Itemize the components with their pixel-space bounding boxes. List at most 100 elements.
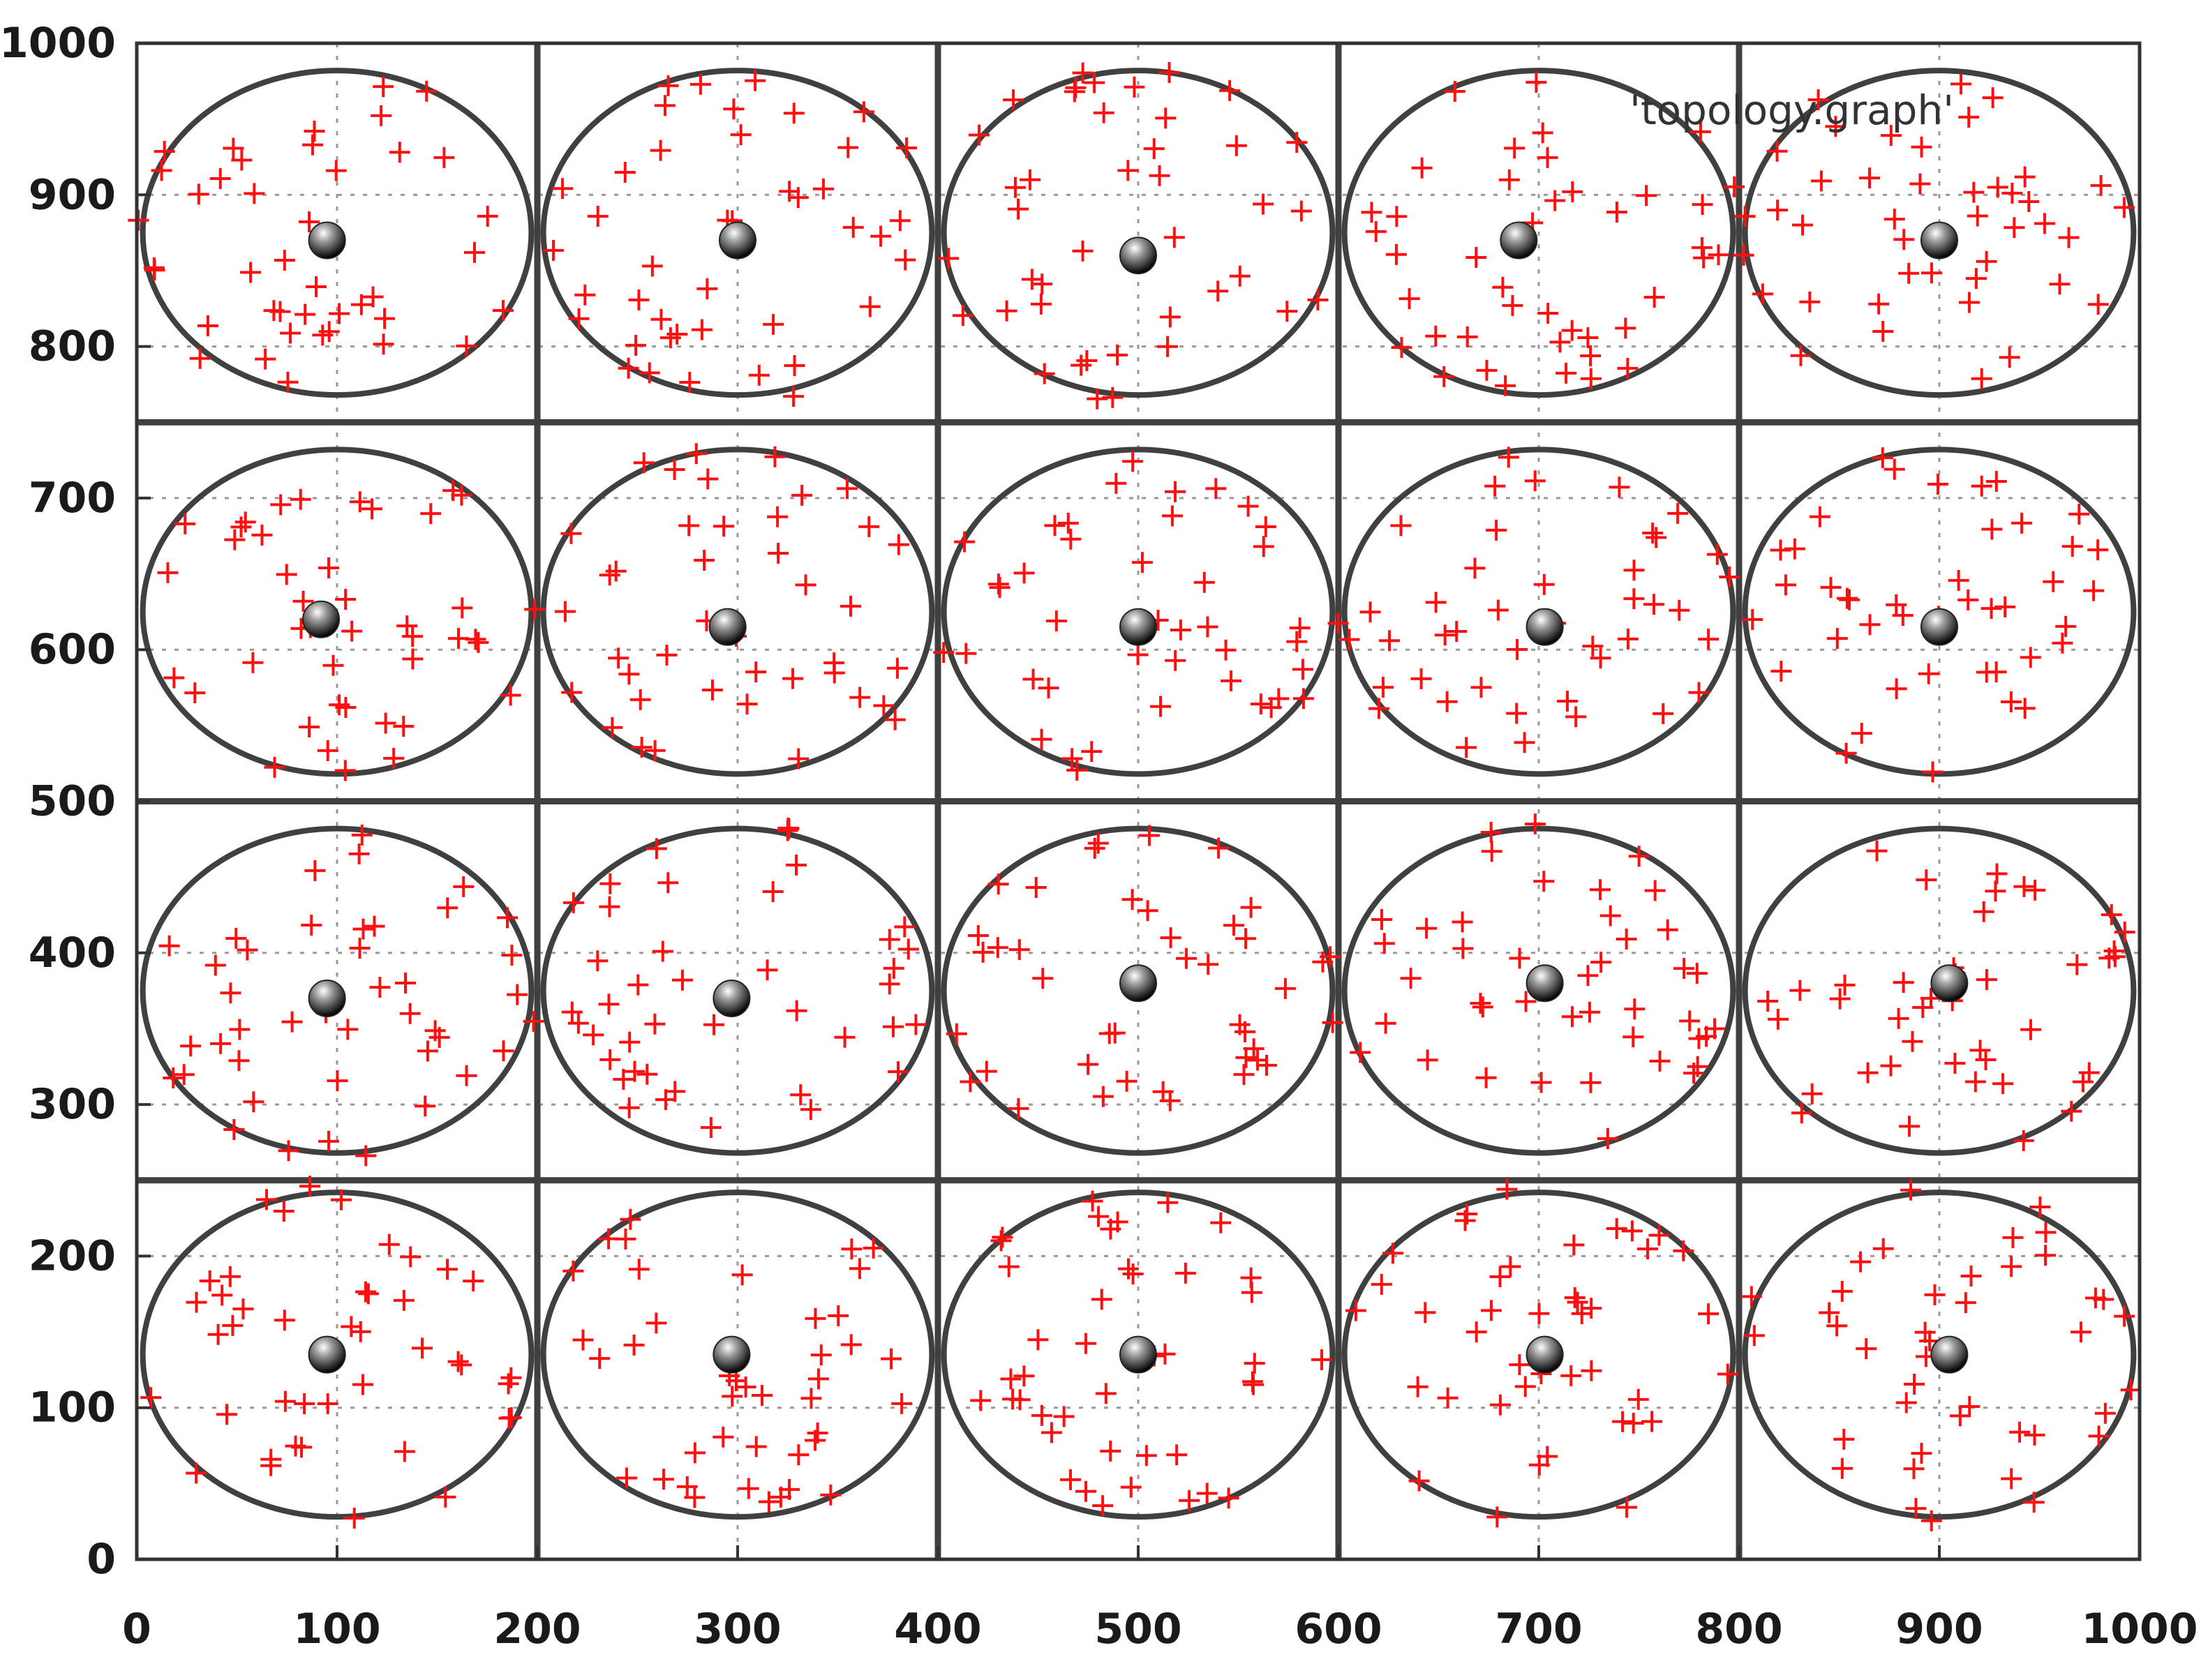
sensor-point xyxy=(154,140,175,162)
cluster-circle xyxy=(1742,825,2137,1156)
sensor-point xyxy=(723,98,745,120)
sensor-point xyxy=(1436,691,1458,712)
sensor-point xyxy=(625,334,647,356)
sensor-point xyxy=(881,1348,902,1370)
sensor-point xyxy=(1969,1040,1991,1061)
sensor-point xyxy=(1489,1266,1511,1288)
sensor-point xyxy=(1688,682,1710,703)
sensor-point xyxy=(1019,169,1040,190)
cluster-head xyxy=(713,1335,751,1374)
sensor-point xyxy=(656,644,678,666)
sensor-point xyxy=(837,137,859,158)
sensor-point xyxy=(1636,185,1657,207)
sensor-point xyxy=(561,682,583,703)
sensor-point xyxy=(301,915,322,936)
sensor-point xyxy=(369,977,391,998)
sensor-point xyxy=(144,260,165,281)
sensor-point xyxy=(767,506,789,527)
sensor-point xyxy=(1071,354,1092,376)
sensor-point xyxy=(1260,697,1282,719)
y-tick-label: 400 xyxy=(29,929,116,977)
sensor-point xyxy=(1131,552,1153,573)
sensor-point xyxy=(996,300,1017,322)
sensor-point xyxy=(628,289,650,310)
sensor-point xyxy=(1152,1081,1174,1102)
sensor-point xyxy=(1415,1302,1436,1323)
sensor-point xyxy=(1031,1404,1052,1426)
sensor-point xyxy=(1434,624,1456,646)
sensor-point xyxy=(1165,650,1186,671)
sensor-point xyxy=(1286,132,1308,153)
cluster-head xyxy=(1920,221,1958,260)
sensor-point xyxy=(1766,140,1788,162)
cluster-head xyxy=(1526,1335,1564,1374)
sensor-point xyxy=(1408,1470,1430,1492)
sensor-point xyxy=(1686,963,1708,984)
sensor-point xyxy=(633,452,655,474)
sensor-point xyxy=(685,443,707,465)
sensor-point xyxy=(1160,927,1181,949)
sensor-point xyxy=(1470,992,1491,1014)
sensor-point xyxy=(933,642,955,663)
cluster-circle xyxy=(140,825,535,1156)
sensor-point xyxy=(800,1388,822,1409)
sensor-point xyxy=(1985,471,2007,493)
cluster-circle xyxy=(941,68,1336,398)
sensor-point xyxy=(244,183,265,204)
sensor-point xyxy=(1976,250,1997,272)
sensor-point xyxy=(836,478,858,500)
sensor-point xyxy=(456,1065,477,1086)
sensor-point xyxy=(1752,283,1773,305)
sensor-point xyxy=(1407,1376,1429,1397)
sensor-point xyxy=(1210,1212,1232,1233)
sensor-point xyxy=(186,1291,207,1313)
sensor-point xyxy=(1903,1458,1925,1480)
sensor-point xyxy=(841,1238,863,1260)
sensor-point xyxy=(1320,946,1341,968)
sensor-point xyxy=(624,1060,646,1082)
sensor-point xyxy=(1368,698,1389,719)
sensor-point xyxy=(1061,748,1083,770)
sensor-point xyxy=(312,324,334,346)
y-tick-label: 0 xyxy=(87,1535,116,1584)
sensor-point xyxy=(894,916,916,938)
sensor-point xyxy=(327,1070,348,1092)
sensor-point xyxy=(447,628,469,650)
sensor-point xyxy=(599,1049,621,1070)
sensor-point xyxy=(655,1089,676,1111)
sensor-point xyxy=(1060,1469,1082,1490)
sensor-point xyxy=(1642,523,1664,544)
sensor-point xyxy=(1120,1476,1142,1498)
sensor-point xyxy=(2000,691,2022,713)
sensor-point xyxy=(1898,262,1920,284)
sensor-point xyxy=(1053,1406,1075,1427)
sensor-point xyxy=(2072,1071,2094,1093)
sensor-point xyxy=(1955,1292,1976,1314)
sensor-point xyxy=(1075,1333,1097,1354)
sensor-point xyxy=(1338,629,1360,650)
sensor-point xyxy=(1378,630,1400,652)
sensor-point xyxy=(2087,294,2109,315)
sensor-point xyxy=(278,1140,299,1162)
sensor-point xyxy=(1044,515,1066,537)
sensor-point xyxy=(500,684,521,706)
sensor-point xyxy=(650,308,672,330)
sensor-point xyxy=(631,737,652,758)
sensor-point xyxy=(1880,125,1902,147)
sensor-point xyxy=(722,1386,743,1407)
sensor-point xyxy=(1556,691,1578,712)
sensor-point xyxy=(598,993,620,1015)
axes: 0 100 200 300 400 500 600 700 800 900 1000 0 100 200 3… xyxy=(0,19,2198,1653)
cluster-head xyxy=(1930,964,1969,1003)
sensor-point xyxy=(602,717,623,738)
sensor-point xyxy=(349,938,371,959)
sensor-point xyxy=(1883,458,1905,480)
sensor-point xyxy=(1116,1070,1137,1092)
sensor-point xyxy=(468,631,489,653)
sensor-point xyxy=(1922,761,1944,783)
sensor-point xyxy=(654,95,676,117)
sensor-point xyxy=(1628,846,1650,867)
sensor-point xyxy=(463,241,485,263)
sensor-point xyxy=(447,1351,469,1372)
sensor-point xyxy=(1117,160,1139,181)
